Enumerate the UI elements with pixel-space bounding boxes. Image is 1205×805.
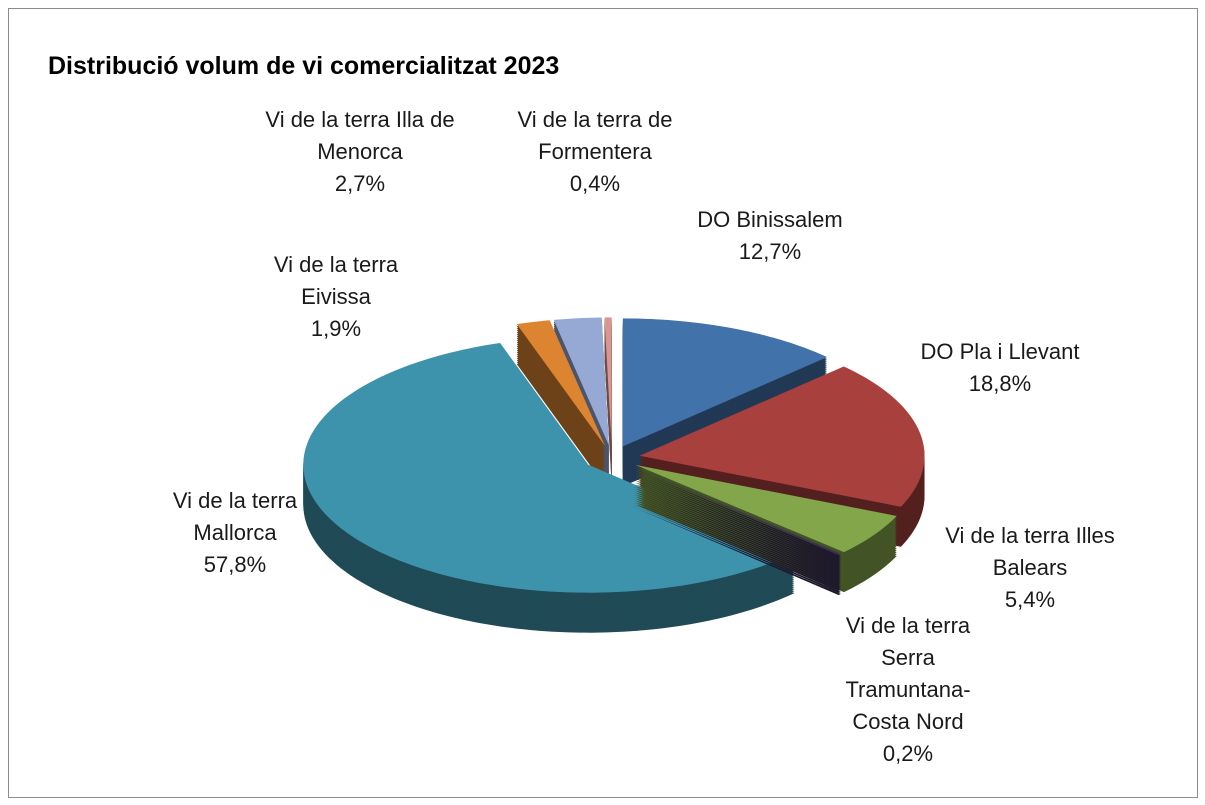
category-label: Vi de la terra Illes Balears: [945, 523, 1115, 580]
slice-side: [632, 492, 841, 582]
value-label: 1,9%: [310, 316, 362, 341]
slice: [604, 317, 612, 446]
slice-side: [632, 506, 841, 596]
slice-side: [632, 486, 841, 576]
category-label: Vi de la terra Serra Tramuntana-Costa No…: [845, 613, 971, 734]
slice: [622, 318, 828, 447]
slice-side: [632, 496, 841, 586]
slice: [303, 342, 795, 593]
data-label: DO Pla i Llevant 18,8%: [890, 336, 1110, 400]
value-label: 5,4%: [1004, 587, 1056, 612]
category-label: Vi de la terra Illa de Menorca: [265, 107, 455, 164]
category-label: DO Pla i Llevant: [920, 339, 1080, 364]
category-label: DO Binissalem: [697, 207, 843, 232]
slice-side: [632, 490, 841, 580]
slice-side: [632, 488, 841, 578]
slice-side: [632, 474, 841, 564]
value-label: 0,2%: [882, 741, 934, 766]
data-label: Vi de la terra Mallorca 57,8%: [148, 485, 323, 581]
value-label: 0,4%: [569, 171, 621, 196]
value-label: 57,8%: [203, 552, 267, 577]
value-label: 12,7%: [738, 239, 802, 264]
slice-side: [632, 498, 841, 588]
slice-side: [632, 472, 841, 562]
value-label: 2,7%: [334, 171, 386, 196]
data-label: Vi de la terra de Formentera 0,4%: [490, 104, 700, 200]
slice-side: [632, 484, 841, 574]
slice: [635, 464, 897, 553]
slice-side: [632, 468, 841, 558]
value-label: 18,8%: [968, 371, 1032, 396]
data-label: Vi de la terra Illes Balears 5,4%: [925, 520, 1135, 616]
slice: [516, 320, 605, 446]
data-label: DO Binissalem 12,7%: [660, 204, 880, 268]
slice: [632, 466, 841, 556]
chart-border: [8, 8, 1198, 798]
category-label: Vi de la terra de Formentera: [517, 107, 673, 164]
chart-title: Distribució volum de vi comercialitzat 2…: [48, 52, 560, 80]
data-label: Vi de la terra Serra Tramuntana-Costa No…: [821, 610, 996, 770]
slice: [553, 317, 609, 446]
slice-side: [632, 470, 841, 560]
category-label: Vi de la terra Mallorca: [172, 488, 298, 545]
slice-side: [632, 478, 841, 568]
data-label: Vi de la terra Illa de Menorca 2,7%: [255, 104, 465, 200]
slice-side: [632, 500, 841, 590]
category-label: Vi de la terra Eivissa: [273, 252, 399, 309]
slice-side: [632, 494, 841, 584]
slice-side: [632, 482, 841, 572]
slice-side: [632, 480, 841, 570]
slice-side: [632, 502, 841, 592]
slice: [639, 366, 925, 507]
slice-side: [632, 476, 841, 566]
data-label: Vi de la terra Eivissa 1,9%: [249, 249, 424, 345]
slice-side: [632, 504, 841, 594]
